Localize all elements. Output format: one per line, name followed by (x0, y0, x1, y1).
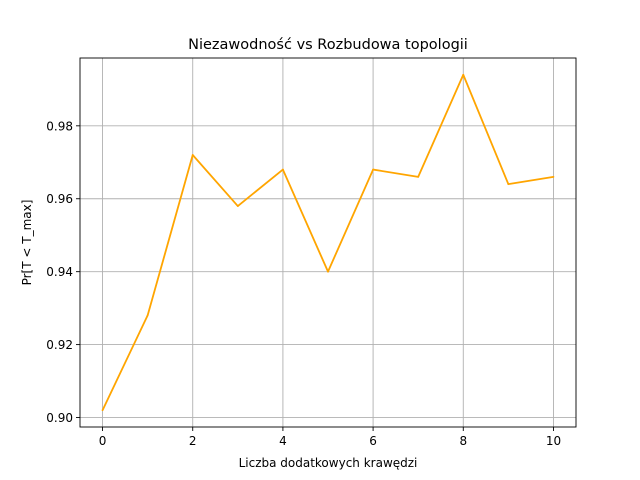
x-tick-label: 8 (459, 434, 467, 448)
plot-frame (79, 57, 577, 428)
y-tick-label: 0.96 (46, 192, 73, 206)
data-point (417, 175, 420, 178)
x-tick-label: 6 (369, 434, 377, 448)
y-tick-label: 0.92 (46, 338, 73, 352)
x-tick-label: 0 (99, 434, 107, 448)
data-point (372, 168, 374, 171)
y-axis-label: Pr[T < T_max] (20, 200, 34, 286)
data-point (282, 168, 284, 171)
x-axis-label: Liczba dodatkowych krawędzi (239, 456, 418, 470)
data-point (101, 409, 104, 412)
data-point (462, 73, 465, 76)
plot-area (80, 58, 576, 427)
y-tick-label: 0.90 (46, 411, 73, 425)
y-tick-label: 0.98 (46, 119, 73, 133)
data-point (236, 205, 239, 207)
data-point (552, 175, 555, 178)
x-tick-label: 2 (189, 434, 197, 448)
y-tick-label: 0.94 (46, 265, 73, 279)
ticks: 0 2 4 6 8 10 0.90 0.92 0.94 0.96 0.98 (46, 119, 561, 448)
data-point (507, 183, 510, 186)
data-point (191, 154, 194, 156)
x-tick-label: 10 (546, 434, 561, 448)
data-point (327, 270, 329, 273)
data-point (146, 314, 149, 317)
grid (80, 58, 576, 427)
x-tick-label: 4 (279, 434, 287, 448)
chart-title: Niezawodność vs Rozbudowa topologii (188, 37, 468, 53)
series-layer (101, 73, 555, 412)
